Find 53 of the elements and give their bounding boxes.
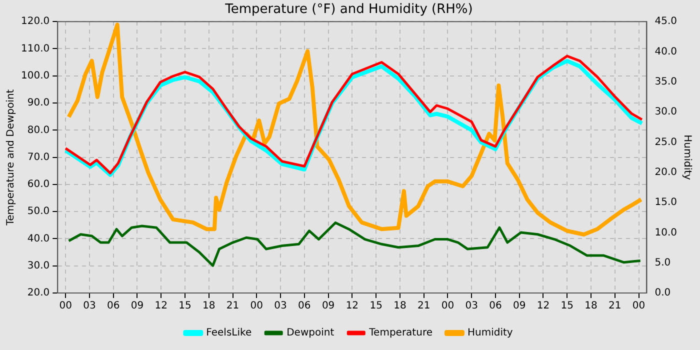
x-tick-label: 15 (178, 300, 192, 312)
x-tick-label: 09 (512, 300, 526, 312)
x-tick-label: 00 (441, 300, 454, 312)
y2-tick-label: 5.0 (654, 257, 671, 268)
y2-tick-label: 30.0 (654, 106, 677, 118)
x-tick-label: 12 (536, 300, 550, 312)
y-tick-label: 90.0 (27, 98, 50, 109)
x-tick-label: 18 (394, 300, 406, 312)
y-tick-label: 60.0 (27, 179, 50, 190)
y2-tick-label: 35.0 (654, 76, 677, 88)
legend-label: FeelsLike (206, 328, 252, 339)
y2-tick-label: 0.0 (654, 288, 671, 299)
x-tick-label: 06 (298, 300, 311, 312)
x-tick-label: 18 (202, 300, 216, 312)
x-tick-label: 00 (632, 300, 646, 312)
x-tick-label: 00 (250, 300, 264, 312)
x-tick-label: 06 (489, 300, 502, 312)
legend-label: Temperature (368, 328, 432, 339)
x-tick-label: 21 (417, 300, 430, 312)
y2-axis-title: Humidity (681, 134, 692, 180)
y-tick-label: 110.0 (20, 43, 50, 54)
y2-tick-label: 40.0 (654, 46, 677, 58)
y2-tick-label: 10.0 (654, 227, 677, 238)
y-tick-label: 30.0 (27, 260, 50, 272)
x-tick-label: 09 (130, 300, 144, 312)
x-tick-label: 03 (465, 300, 478, 312)
y2-tick-label: 25.0 (654, 136, 677, 148)
y-tick-label: 100.0 (20, 70, 50, 82)
x-tick-label: 12 (346, 300, 359, 312)
y-tick-label: 20.0 (27, 288, 50, 299)
y-tick-label: 50.0 (27, 206, 50, 218)
y-tick-label: 70.0 (27, 152, 50, 163)
y2-tick-label: 20.0 (654, 166, 677, 178)
y-tick-label: 120.0 (20, 16, 50, 28)
x-tick-label: 09 (322, 300, 335, 312)
x-tick-label: 15 (370, 300, 382, 312)
x-tick-label: 21 (608, 300, 622, 312)
y2-tick-label: 45.0 (654, 16, 677, 28)
y-tick-label: 40.0 (27, 233, 50, 244)
x-tick-label: 03 (274, 300, 287, 312)
x-tick-label: 03 (83, 300, 96, 312)
y2-tick-label: 15.0 (654, 197, 677, 208)
x-tick-label: 21 (226, 300, 240, 312)
legend-label: Dewpoint (286, 328, 334, 339)
x-tick-label: 00 (59, 300, 72, 312)
legend-label: Humidity (467, 328, 513, 339)
chart-title: Temperature (°F) and Humidity (RH%) (224, 2, 473, 18)
x-tick-label: 15 (560, 300, 574, 312)
y-axis-title: Temperature and Dewpoint (6, 89, 17, 226)
x-tick-label: 12 (154, 300, 168, 312)
x-tick-label: 18 (584, 300, 598, 312)
x-tick-label: 06 (106, 300, 120, 312)
y-tick-label: 80.0 (27, 124, 50, 136)
